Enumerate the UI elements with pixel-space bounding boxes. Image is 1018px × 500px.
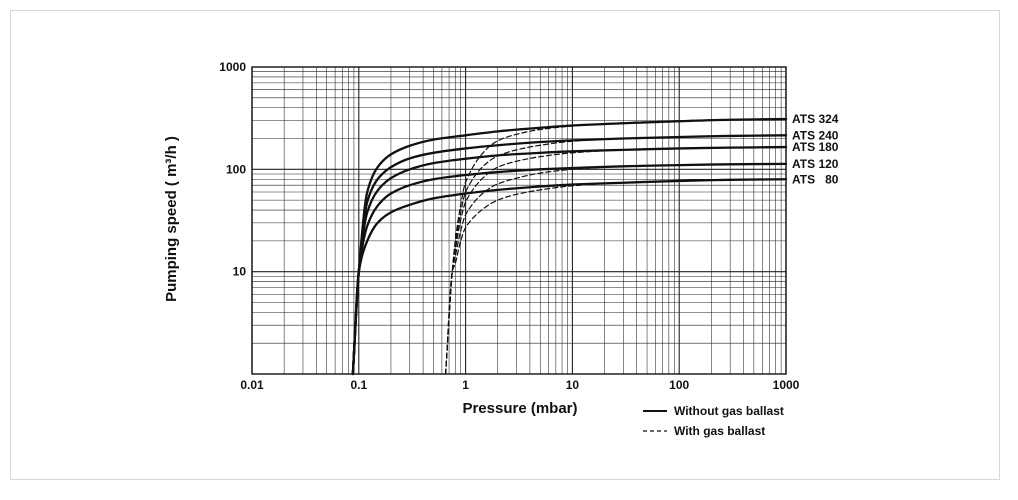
curve-ats-324-without-ballast (351, 117, 788, 376)
y-axis-label: Pumping speed ( m³/h ) (163, 136, 180, 302)
curve-ats-120-with-ballast (445, 163, 787, 375)
x-tick-label: 1000 (773, 378, 800, 392)
x-tick-label: 0.1 (350, 378, 367, 392)
series-label: ATS 120 (792, 157, 839, 171)
curve-ats-120-without-ballast (351, 162, 788, 376)
x-axis-label: Pressure (mbar) (462, 400, 577, 417)
curve-ats-324-with-ballast (445, 118, 787, 375)
series-label: ATS 80 (792, 172, 839, 186)
x-tick-label: 0.01 (240, 378, 264, 392)
curve-ats-240-without-ballast (351, 134, 788, 376)
chart-curves (351, 117, 788, 376)
y-tick-label: 10 (233, 265, 247, 279)
y-tick-label: 100 (226, 162, 246, 176)
series-label: ATS 240 (792, 128, 839, 142)
curve-ats-240-with-ballast (445, 134, 787, 375)
legend: Without gas ballast With gas ballast (643, 404, 784, 438)
curve-ats-80-with-ballast (445, 178, 787, 375)
curve-ats-80-without-ballast (351, 178, 788, 376)
chart-grid (251, 66, 787, 375)
x-tick-label: 10 (566, 378, 580, 392)
y-tick-label: 1000 (219, 60, 246, 74)
plot-border (251, 66, 787, 375)
chart-ticks: 0.01 0.1 1 10 100 1000 10 100 1000 (219, 60, 799, 392)
series-label: ATS 324 (792, 112, 839, 126)
series-label: ATS 180 (792, 140, 839, 154)
x-tick-label: 1 (462, 378, 469, 392)
curve-ats-180-with-ballast (445, 146, 787, 375)
x-tick-label: 100 (669, 378, 689, 392)
chart-frame (10, 10, 1000, 480)
legend-item-with-ballast: With gas ballast (674, 424, 765, 438)
legend-item-without-ballast: Without gas ballast (674, 404, 784, 418)
